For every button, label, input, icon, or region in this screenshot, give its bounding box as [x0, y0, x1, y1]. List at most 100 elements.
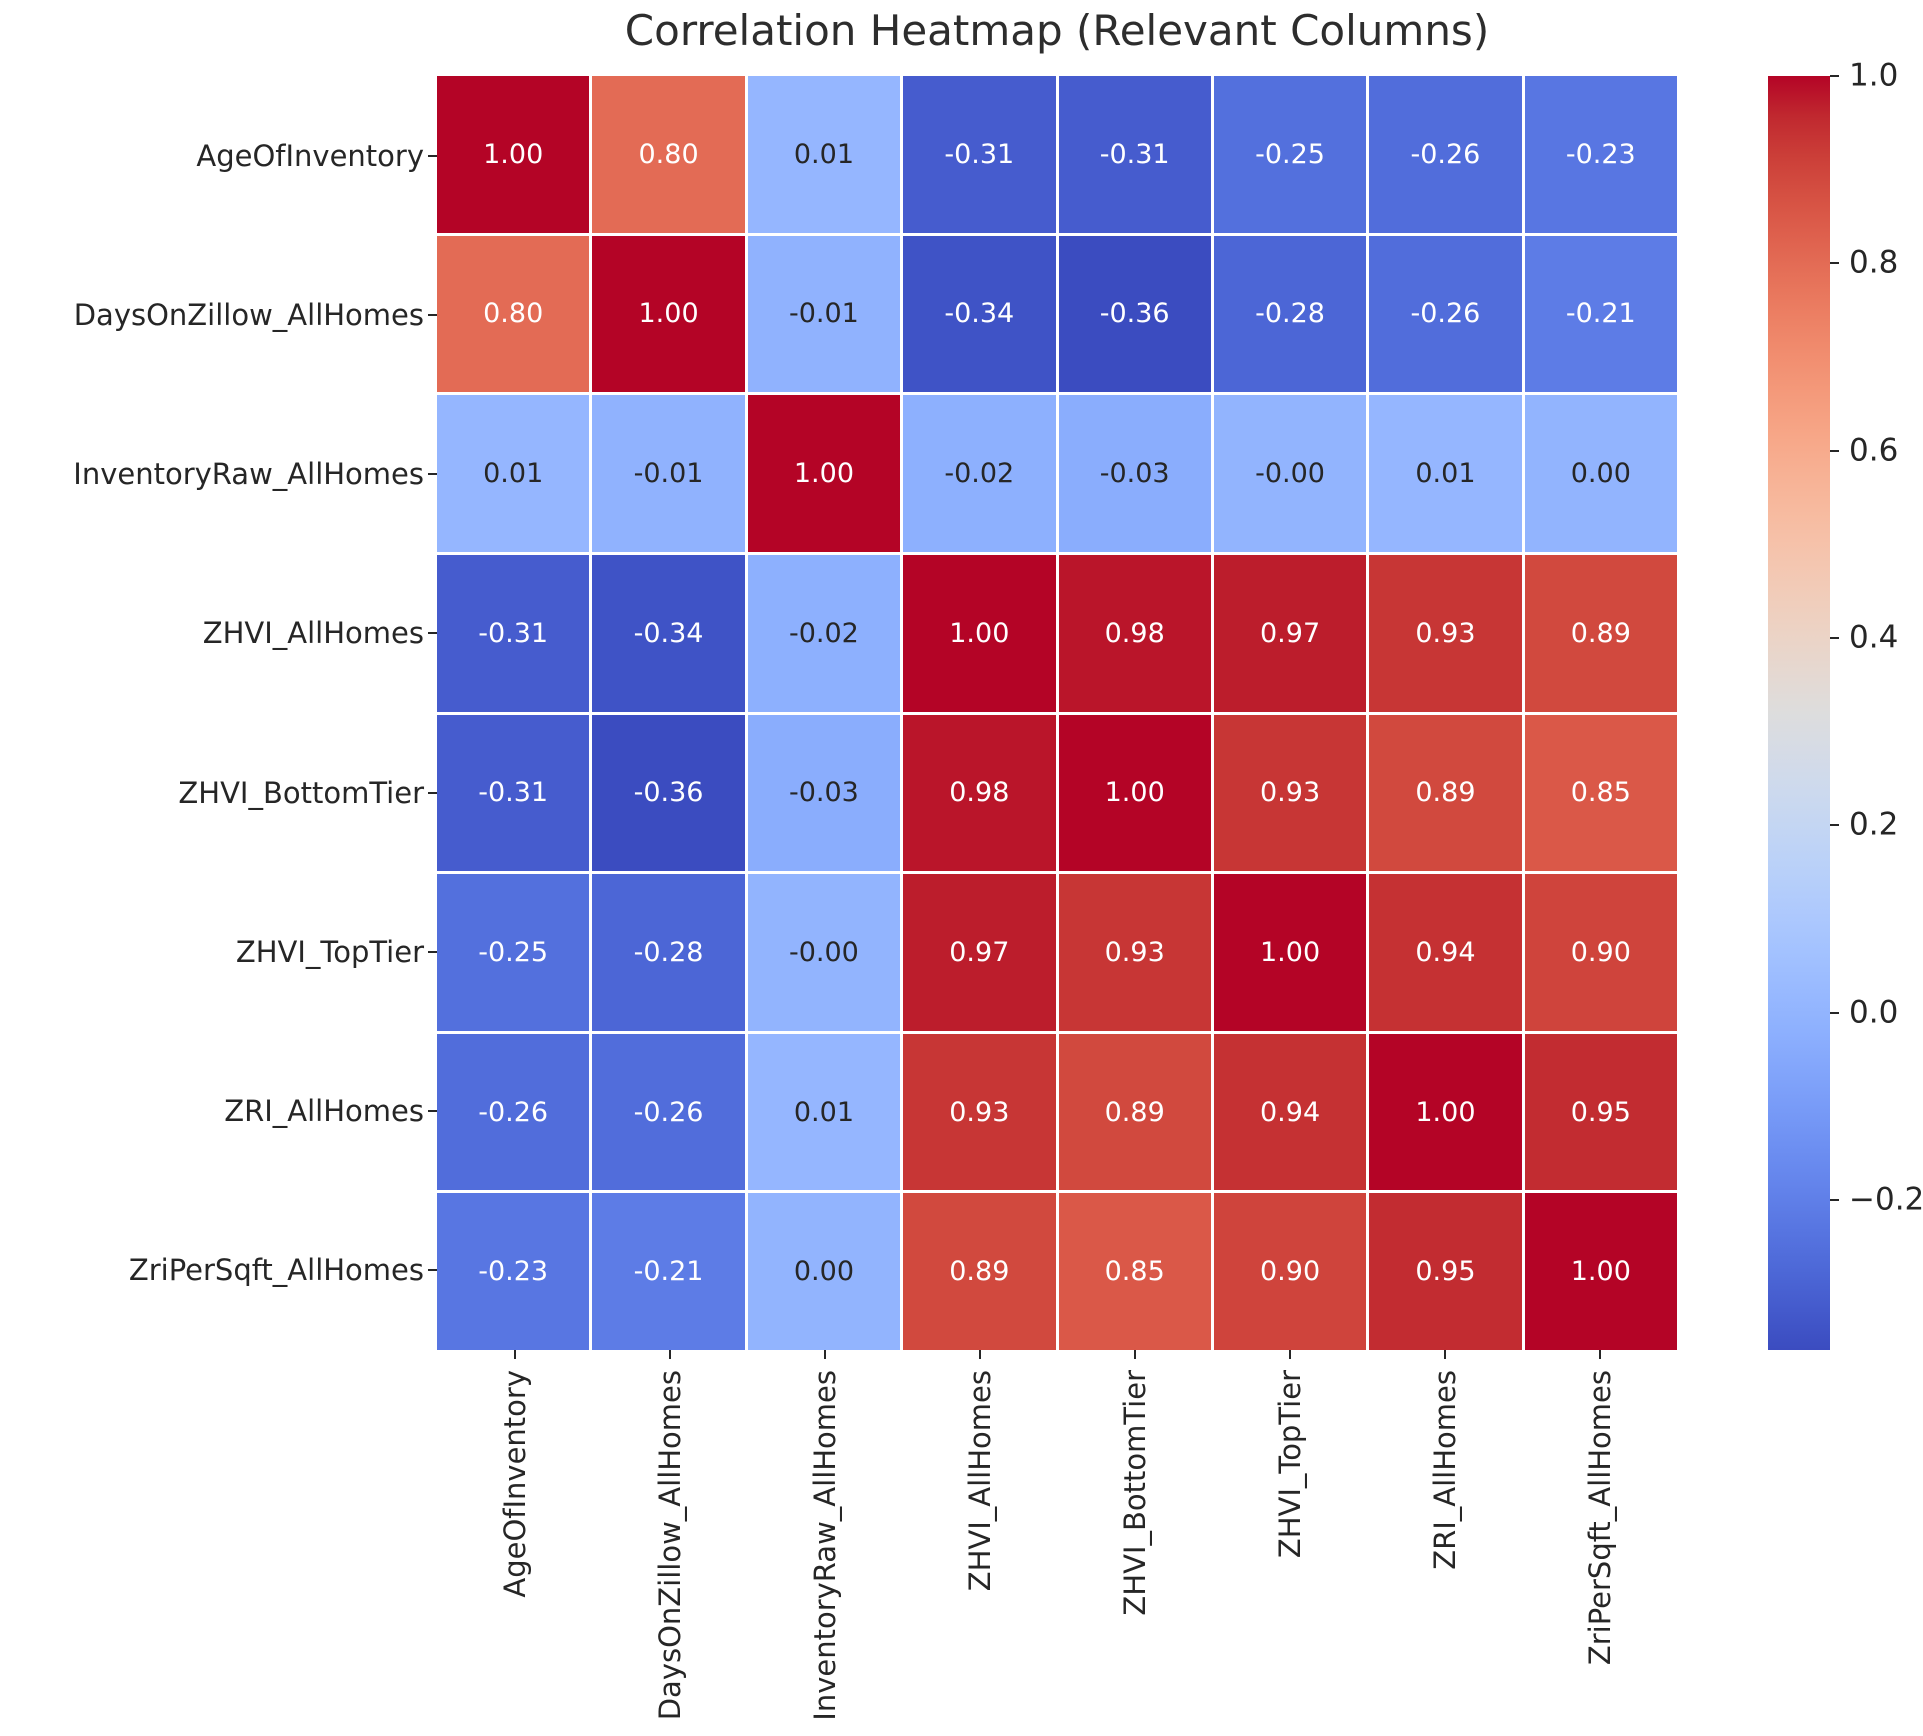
heatmap-cell: -0.02	[903, 395, 1056, 552]
x-tick-label: InventoryRaw_AllHomes	[807, 1370, 842, 1721]
x-tick-mark	[668, 1350, 671, 1359]
y-tick-mark	[428, 791, 437, 794]
x-tick-mark	[513, 1350, 516, 1359]
x-tick-slot: ZHVI_TopTier	[1212, 1370, 1367, 1721]
heatmap-cell: 1.00	[1213, 874, 1367, 1031]
colorbar-tick-label: 0.4	[1849, 619, 1899, 656]
heatmap-cell: 1.00	[437, 76, 590, 233]
heatmap-cell: 0.93	[1058, 874, 1211, 1031]
heatmap-grid: 1.00 0.80 0.01 -0.31 -0.31 -0.25 -0.26 -0.23 0.8…	[437, 76, 1677, 1350]
heatmap-cell: 0.00	[1524, 395, 1677, 552]
heatmap-cell: 0.85	[1058, 1193, 1211, 1350]
x-tick-mark	[978, 1350, 981, 1359]
heatmap-cell: 0.85	[1524, 714, 1677, 872]
heatmap-cell: -0.23	[437, 1193, 590, 1350]
x-tick-label: ZHVI_AllHomes	[962, 1370, 997, 1592]
x-tick-slot: ZriPerSqft_AllHomes	[1522, 1370, 1677, 1721]
colorbar-tick-mark	[1830, 1199, 1839, 1202]
heatmap-cell: -0.34	[903, 235, 1056, 393]
y-tick-mark	[428, 473, 437, 476]
heatmap-cell: 0.94	[1213, 1033, 1367, 1191]
heatmap-cell: 1.00	[1369, 1033, 1522, 1191]
x-tick-mark	[1598, 1350, 1601, 1359]
heatmap-cell: 0.95	[1369, 1193, 1522, 1350]
heatmap-cell: 0.80	[437, 235, 590, 393]
x-tick-slot: InventoryRaw_AllHomes	[747, 1370, 902, 1721]
heatmap-cell: 0.90	[1213, 1193, 1367, 1350]
x-tick-label: DaysOnZillow_AllHomes	[652, 1370, 687, 1721]
heatmap-cell: 0.93	[903, 1033, 1056, 1191]
heatmap-cell: 1.00	[903, 554, 1056, 712]
heatmap-cell: 0.00	[747, 1193, 901, 1350]
heatmap-cell: 1.00	[1058, 714, 1211, 872]
heatmap-cell: -0.00	[1213, 395, 1367, 552]
heatmap-cell: 0.01	[437, 395, 590, 552]
heatmap-cell: 0.93	[1369, 554, 1522, 712]
heatmap-cell: -0.36	[1058, 235, 1211, 393]
heatmap-cell: -0.31	[903, 76, 1056, 233]
colorbar-tick-mark	[1830, 262, 1839, 265]
heatmap-cell: 0.98	[903, 714, 1056, 872]
y-tick-label: ZHVI_TopTier	[235, 934, 424, 969]
x-tick-label: ZHVI_TopTier	[1272, 1370, 1307, 1559]
heatmap-cell: 0.89	[1369, 714, 1522, 872]
x-tick-mark	[823, 1350, 826, 1359]
heatmap-cell: 1.00	[1524, 1193, 1677, 1350]
heatmap-cell: -0.36	[592, 714, 745, 872]
heatmap-cell: -0.28	[592, 874, 745, 1031]
colorbar-tick-label: 0.2	[1849, 806, 1899, 843]
heatmap-cell: -0.03	[747, 714, 901, 872]
colorbar	[1768, 76, 1830, 1350]
y-tick-label: ZriPerSqft_AllHomes	[128, 1253, 424, 1288]
heatmap-cell: -0.31	[437, 714, 590, 872]
x-tick-label: ZHVI_BottomTier	[1117, 1370, 1152, 1616]
heatmap-cell: 0.97	[1213, 554, 1367, 712]
heatmap-cell: -0.03	[1058, 395, 1211, 552]
y-tick-mark	[428, 1110, 437, 1113]
x-tick-slot: ZHVI_AllHomes	[902, 1370, 1057, 1721]
heatmap-cell: 0.01	[747, 1033, 901, 1191]
heatmap-cell: -0.25	[1213, 76, 1367, 233]
colorbar-tick-mark	[1830, 75, 1839, 77]
x-tick-mark	[1133, 1350, 1136, 1359]
heatmap-cell: -0.26	[1369, 76, 1522, 233]
colorbar-tick-label: 0.0	[1849, 994, 1899, 1031]
y-tick-mark	[428, 313, 437, 316]
colorbar-tick-mark	[1830, 637, 1839, 640]
y-tick-label: DaysOnZillow_AllHomes	[73, 297, 424, 332]
heatmap-cell: 0.89	[1058, 1033, 1211, 1191]
heatmap-cell: -0.02	[747, 554, 901, 712]
heatmap-cell: 0.95	[1524, 1033, 1677, 1191]
colorbar-tick-mark	[1830, 449, 1839, 452]
y-tick-mark	[428, 950, 437, 953]
heatmap-cell: 0.97	[903, 874, 1056, 1031]
x-tick-mark	[1443, 1350, 1446, 1359]
y-tick-mark	[428, 632, 437, 635]
heatmap-cell: 0.01	[747, 76, 901, 233]
x-tick-label: AgeOfInventory	[497, 1370, 532, 1598]
x-tick-label: ZriPerSqft_AllHomes	[1582, 1370, 1617, 1666]
y-tick-label: ZHVI_BottomTier	[178, 775, 424, 810]
x-axis-labels: AgeOfInventory DaysOnZillow_AllHomes Inven…	[437, 1370, 1677, 1721]
y-tick-mark	[428, 154, 437, 157]
y-tick-mark	[428, 1269, 437, 1272]
heatmap-cell: 1.00	[747, 395, 901, 552]
x-tick-mark	[1288, 1350, 1291, 1359]
heatmap-cell: -0.26	[592, 1033, 745, 1191]
heatmap-cell: 1.00	[592, 235, 745, 393]
heatmap-cell: -0.00	[747, 874, 901, 1031]
heatmap-cell: -0.21	[1524, 235, 1677, 393]
heatmap-cell: 0.01	[1369, 395, 1522, 552]
y-tick-label: ZHVI_AllHomes	[202, 616, 424, 651]
heatmap-cell: -0.25	[437, 874, 590, 1031]
colorbar-tick-mark	[1830, 1011, 1839, 1014]
y-tick-label: InventoryRaw_AllHomes	[73, 457, 424, 492]
heatmap-cell: -0.31	[437, 554, 590, 712]
heatmap-cell: -0.28	[1213, 235, 1367, 393]
heatmap-cell: 0.80	[592, 76, 745, 233]
heatmap-cell: -0.21	[592, 1193, 745, 1350]
heatmap-cell: 0.89	[1524, 554, 1677, 712]
heatmap-cell: -0.26	[437, 1033, 590, 1191]
heatmap-cell: 0.93	[1213, 714, 1367, 872]
